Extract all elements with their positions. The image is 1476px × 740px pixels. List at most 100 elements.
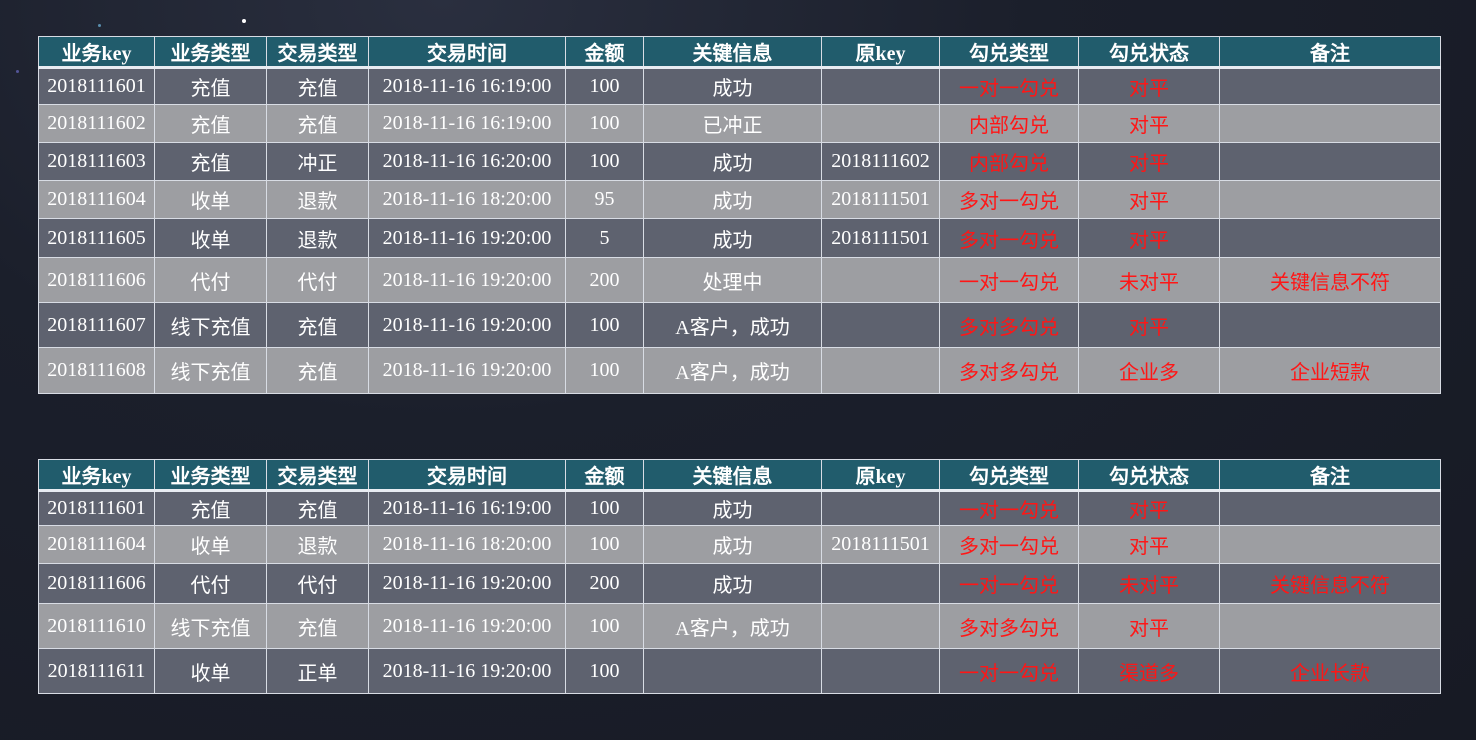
col-business-type-cell: 收单: [154, 648, 267, 694]
col-business-type-cell: 充值: [154, 104, 267, 143]
col-business-key-cell: 2018111611: [38, 648, 155, 694]
col-original-key-cell: [821, 257, 940, 303]
col-key-info-cell: 成功: [643, 218, 822, 258]
col-business-key-cell: 2018111603: [38, 142, 155, 181]
table-row: 2018111602 充值 充值 2018-11-16 16:19:00 100 已冲正内…: [38, 104, 1441, 143]
col-remark-cell: [1219, 142, 1441, 181]
col-match-type-cell: 多对多勾兑: [939, 302, 1079, 348]
col-remark-cell: 企业短款: [1219, 347, 1441, 394]
col-amount-cell: 100: [565, 67, 644, 105]
col-original-key-cell: 2018111501: [821, 180, 940, 219]
col-remark-cell: [1219, 67, 1441, 105]
header-col-match-status: 勾兑状态: [1078, 459, 1220, 492]
col-business-key-cell: 2018111604: [38, 525, 155, 564]
reconciliation-table-1: 业务key 业务类型 交易类型 交易时间 金额 关键信息 原key 勾兑类型 勾兑状态 备注 20…: [38, 36, 1441, 394]
col-business-type-cell: 收单: [154, 218, 267, 258]
table-row: 2018111603 充值 冲正 2018-11-16 16:20:00 100 成功 20…: [38, 142, 1441, 181]
col-transaction-time-cell: 2018-11-16 19:20:00: [368, 603, 566, 649]
header-col-key-info: 关键信息: [643, 36, 822, 69]
col-amount-cell: 95: [565, 180, 644, 219]
col-transaction-time-cell: 2018-11-16 16:20:00: [368, 142, 566, 181]
col-key-info-cell: 成功: [643, 142, 822, 181]
header-col-remark: 备注: [1219, 36, 1441, 69]
col-transaction-time-cell: 2018-11-16 16:19:00: [368, 104, 566, 143]
col-match-type-cell: 一对一勾兑: [939, 648, 1079, 694]
col-match-type-cell: 多对一勾兑: [939, 525, 1079, 564]
col-original-key-cell: [821, 490, 940, 526]
col-business-key-cell: 2018111601: [38, 490, 155, 526]
col-key-info-cell: A客户，成功: [643, 347, 822, 394]
table-row: 2018111607 线下充值 充值 2018-11-16 19:20:00 100 A客…: [38, 302, 1441, 348]
decorative-star: [242, 19, 246, 23]
col-amount-cell: 200: [565, 563, 644, 604]
table-header-row: 业务key 业务类型 交易类型 交易时间 金额 关键信息 原key 勾兑类型 勾兑状态 备注: [38, 459, 1441, 492]
col-match-type-cell: 内部勾兑: [939, 104, 1079, 143]
col-transaction-type-cell: 充值: [266, 603, 369, 649]
col-remark-cell: [1219, 603, 1441, 649]
col-transaction-time-cell: 2018-11-16 19:20:00: [368, 257, 566, 303]
col-match-type-cell: 一对一勾兑: [939, 490, 1079, 526]
header-col-match-type: 勾兑类型: [939, 36, 1079, 69]
col-match-status-cell: 对平: [1078, 142, 1220, 181]
col-transaction-type-cell: 正单: [266, 648, 369, 694]
col-amount-cell: 200: [565, 257, 644, 303]
col-business-key-cell: 2018111607: [38, 302, 155, 348]
col-business-type-cell: 充值: [154, 490, 267, 526]
col-original-key-cell: 2018111501: [821, 218, 940, 258]
col-match-type-cell: 一对一勾兑: [939, 257, 1079, 303]
col-business-key-cell: 2018111604: [38, 180, 155, 219]
col-business-key-cell: 2018111610: [38, 603, 155, 649]
col-match-type-cell: 一对一勾兑: [939, 67, 1079, 105]
table-row: 2018111608 线下充值 充值 2018-11-16 19:20:00 100 A客…: [38, 347, 1441, 394]
col-key-info-cell: 成功: [643, 563, 822, 604]
col-original-key-cell: 2018111501: [821, 525, 940, 564]
col-transaction-time-cell: 2018-11-16 19:20:00: [368, 648, 566, 694]
table-row: 2018111610 线下充值 充值 2018-11-16 19:20:00 100 A客…: [38, 603, 1441, 649]
col-remark-cell: 关键信息不符: [1219, 257, 1441, 303]
col-amount-cell: 100: [565, 142, 644, 181]
col-amount-cell: 5: [565, 218, 644, 258]
header-col-match-status: 勾兑状态: [1078, 36, 1220, 69]
col-business-type-cell: 线下充值: [154, 302, 267, 348]
col-key-info-cell: 成功: [643, 180, 822, 219]
col-transaction-time-cell: 2018-11-16 18:20:00: [368, 180, 566, 219]
header-col-amount: 金额: [565, 36, 644, 69]
col-match-status-cell: 对平: [1078, 218, 1220, 258]
header-col-original-key: 原key: [821, 459, 940, 492]
col-transaction-time-cell: 2018-11-16 19:20:00: [368, 302, 566, 348]
col-amount-cell: 100: [565, 490, 644, 526]
header-col-business-type: 业务类型: [154, 459, 267, 492]
col-original-key-cell: 2018111602: [821, 142, 940, 181]
col-match-type-cell: 一对一勾兑: [939, 563, 1079, 604]
col-key-info-cell: [643, 648, 822, 694]
col-transaction-time-cell: 2018-11-16 16:19:00: [368, 490, 566, 526]
col-match-status-cell: 对平: [1078, 302, 1220, 348]
col-remark-cell: [1219, 525, 1441, 564]
table-row: 2018111601 充值 充值 2018-11-16 16:19:00 100 成功 一对…: [38, 490, 1441, 526]
col-remark-cell: 关键信息不符: [1219, 563, 1441, 604]
col-remark-cell: [1219, 218, 1441, 258]
col-business-key-cell: 2018111602: [38, 104, 155, 143]
col-business-type-cell: 收单: [154, 180, 267, 219]
col-match-status-cell: 对平: [1078, 180, 1220, 219]
col-remark-cell: [1219, 490, 1441, 526]
col-amount-cell: 100: [565, 302, 644, 348]
col-amount-cell: 100: [565, 603, 644, 649]
col-original-key-cell: [821, 104, 940, 143]
col-match-status-cell: 渠道多: [1078, 648, 1220, 694]
col-original-key-cell: [821, 648, 940, 694]
col-business-key-cell: 2018111608: [38, 347, 155, 394]
table-row: 2018111604 收单 退款 2018-11-16 18:20:00 95 成功 201…: [38, 180, 1441, 219]
header-col-business-type: 业务类型: [154, 36, 267, 69]
col-key-info-cell: 成功: [643, 67, 822, 105]
col-match-type-cell: 多对一勾兑: [939, 218, 1079, 258]
header-col-original-key: 原key: [821, 36, 940, 69]
col-transaction-type-cell: 退款: [266, 218, 369, 258]
col-transaction-time-cell: 2018-11-16 16:19:00: [368, 67, 566, 105]
header-col-transaction-type: 交易类型: [266, 459, 369, 492]
col-business-type-cell: 代付: [154, 257, 267, 303]
header-col-transaction-time: 交易时间: [368, 36, 566, 69]
col-amount-cell: 100: [565, 648, 644, 694]
table-row: 2018111605 收单 退款 2018-11-16 19:20:00 5 成功 2018…: [38, 218, 1441, 258]
col-original-key-cell: [821, 347, 940, 394]
